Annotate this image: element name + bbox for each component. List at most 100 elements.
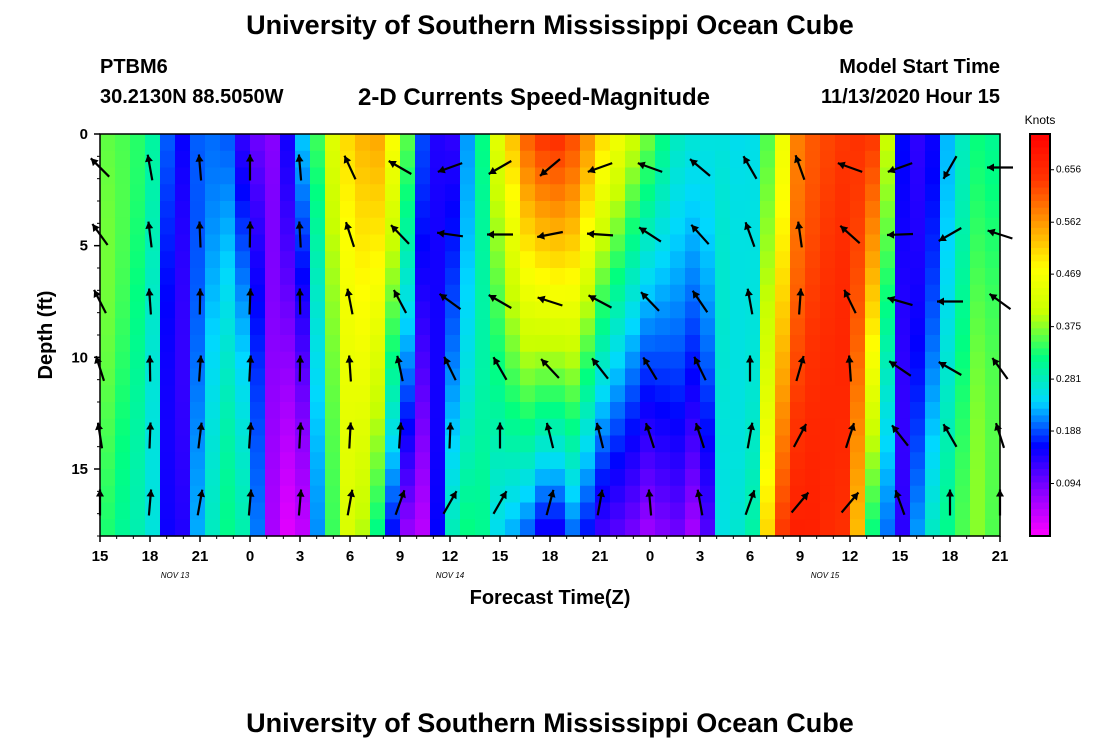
heat-cell: [985, 502, 1001, 520]
heat-cell: [220, 402, 236, 420]
heat-cell: [535, 435, 551, 453]
heat-cell: [565, 351, 581, 370]
x-tick-label: 9: [796, 548, 804, 565]
heat-cell: [535, 452, 551, 470]
vector-arrowhead: [850, 492, 859, 501]
heat-cell: [745, 318, 761, 336]
heat-cell: [850, 402, 866, 420]
heat-cell: [865, 452, 881, 470]
heat-cell: [490, 201, 506, 219]
heat-cell: [595, 385, 611, 403]
heat-cell: [325, 402, 341, 420]
heat-cell: [370, 134, 386, 152]
heat-cell: [775, 402, 791, 420]
heat-cell: [160, 435, 176, 453]
heat-cell: [880, 418, 896, 437]
heat-cell: [760, 435, 776, 453]
heat-cell: [610, 452, 626, 470]
heat-cell: [595, 150, 611, 169]
heat-cell: [700, 385, 716, 403]
heat-cell: [520, 418, 536, 437]
heat-cell: [985, 385, 1001, 403]
heat-cell: [100, 251, 116, 269]
heat-cell: [160, 519, 176, 537]
heat-cell: [370, 318, 386, 336]
heat-cell: [820, 435, 836, 453]
heat-cell: [445, 268, 461, 286]
x-tick-label: 0: [646, 548, 654, 565]
heat-cell: [295, 335, 311, 353]
heat-cell: [910, 385, 926, 403]
heat-cell: [550, 234, 566, 252]
heat-cell: [340, 134, 356, 152]
heat-cell: [535, 502, 551, 520]
heat-cell: [355, 519, 371, 537]
heat-cell: [775, 201, 791, 219]
heat-cell: [325, 452, 341, 470]
heat-cell: [970, 435, 986, 453]
heat-cell: [250, 485, 266, 504]
heat-cell: [325, 502, 341, 520]
heat-cell: [880, 385, 896, 403]
heat-cell: [415, 217, 431, 236]
heat-cell: [190, 201, 206, 219]
heat-cell: [520, 318, 536, 336]
heat-cell: [985, 201, 1001, 219]
colorbar-segment: [1030, 288, 1050, 296]
heat-cell: [880, 335, 896, 353]
heat-cell: [850, 469, 866, 487]
heat-cell: [355, 418, 371, 437]
heat-cell: [775, 167, 791, 185]
heat-cell: [265, 335, 281, 353]
heat-cell: [250, 201, 266, 219]
heat-cell: [805, 268, 821, 286]
date-label: NOV 13: [161, 571, 190, 580]
heat-cell: [445, 519, 461, 537]
heat-cell: [505, 485, 521, 504]
heat-cell: [985, 318, 1001, 336]
vector-arrowhead: [894, 490, 902, 499]
heat-cell: [190, 318, 206, 336]
heat-cell: [715, 485, 731, 504]
heat-cell: [190, 268, 206, 286]
x-tick-label: 6: [346, 548, 354, 565]
heat-cell: [115, 318, 131, 336]
heat-cell: [145, 385, 161, 403]
heat-cell: [445, 452, 461, 470]
heat-cell: [490, 469, 506, 487]
heat-cell: [745, 402, 761, 420]
heat-cell: [625, 368, 641, 386]
heat-cell: [880, 251, 896, 269]
heat-cell: [730, 301, 746, 319]
vector-arrowhead: [295, 221, 304, 229]
heat-cell: [235, 485, 251, 504]
heat-cell: [295, 318, 311, 336]
colorbar-segment: [1030, 241, 1050, 249]
heat-cell: [730, 418, 746, 437]
heat-cell: [925, 418, 941, 437]
heat-cell: [175, 318, 191, 336]
heat-cell: [220, 150, 236, 169]
heat-cell: [550, 385, 566, 403]
heat-cell: [925, 385, 941, 403]
vector-layer: [90, 154, 1013, 516]
heat-cell: [295, 167, 311, 185]
heat-cell: [310, 335, 326, 353]
heat-cell: [685, 452, 701, 470]
colorbar-segment: [1030, 442, 1050, 450]
heat-cell: [925, 368, 941, 386]
heat-cell: [730, 184, 746, 202]
heat-cell: [235, 234, 251, 252]
heat-cell: [625, 485, 641, 504]
heat-cell: [145, 368, 161, 386]
heat-cell: [505, 251, 521, 269]
heat-cell: [235, 418, 251, 437]
vector-arrowhead: [843, 289, 851, 298]
colorbar-segment: [1030, 482, 1050, 490]
heat-cell: [235, 402, 251, 420]
heat-cell: [115, 201, 131, 219]
heat-cell: [610, 385, 626, 403]
heat-cell: [565, 335, 581, 353]
heat-cell: [355, 201, 371, 219]
heat-cell: [385, 385, 401, 403]
